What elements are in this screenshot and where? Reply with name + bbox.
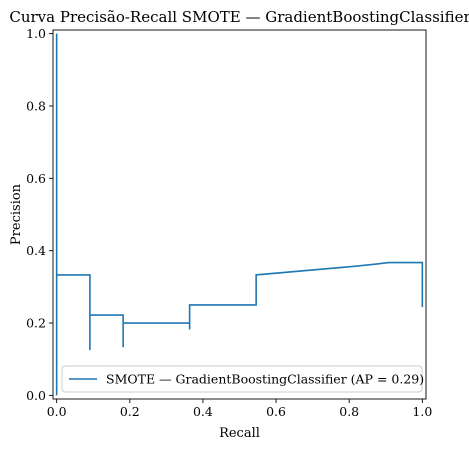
y-tick-label: 0.8: [26, 98, 46, 113]
x-tick-label: 0.2: [120, 404, 140, 419]
y-tick-label: 0.4: [26, 243, 46, 258]
y-tick-label: 0.0: [26, 388, 46, 403]
legend-entry: SMOTE — GradientBoostingClassifier (AP =…: [106, 372, 424, 387]
plot-frame: [52, 29, 427, 400]
legend: SMOTE — GradientBoostingClassifier (AP =…: [61, 365, 424, 393]
legend-box: [61, 365, 423, 393]
x-tick-label: 0.4: [193, 404, 213, 419]
x-tick-label: 1.0: [412, 404, 432, 419]
x-axis-label: Recall: [219, 426, 260, 441]
x-axis: 0.0 0.2 0.4 0.6 0.8 1.0: [47, 399, 432, 419]
curve-layer: [55, 33, 424, 396]
y-tick-label: 1.0: [26, 26, 46, 41]
y-axis: 0.0 0.2 0.4 0.6 0.8 1.0: [26, 26, 53, 403]
y-axis-label: Precision: [9, 183, 24, 245]
pr-curve: [55, 33, 424, 396]
x-tick-label: 0.0: [47, 404, 67, 419]
x-tick-label: 0.6: [266, 404, 286, 419]
chart-title: Curva Precisão-Recall SMOTE — GradientBo…: [9, 8, 469, 26]
x-tick-label: 0.8: [339, 404, 359, 419]
y-tick-label: 0.6: [26, 171, 46, 186]
y-tick-label: 0.2: [26, 316, 46, 331]
